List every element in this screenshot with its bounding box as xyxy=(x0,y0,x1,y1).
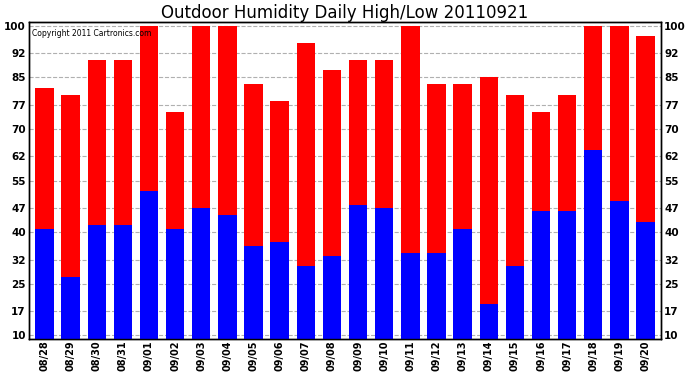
Bar xyxy=(375,208,393,370)
Bar xyxy=(349,205,367,370)
Bar xyxy=(558,94,576,370)
Bar xyxy=(166,112,184,370)
Bar xyxy=(375,60,393,370)
Bar xyxy=(61,277,79,370)
Bar xyxy=(453,229,472,370)
Bar xyxy=(218,215,237,370)
Bar xyxy=(114,60,132,370)
Bar xyxy=(35,88,54,370)
Bar xyxy=(61,94,79,370)
Bar xyxy=(166,229,184,370)
Bar xyxy=(192,26,210,370)
Bar xyxy=(558,211,576,370)
Bar xyxy=(270,101,289,370)
Bar xyxy=(323,256,341,370)
Bar xyxy=(35,229,54,370)
Bar xyxy=(401,253,420,370)
Bar xyxy=(401,26,420,370)
Bar xyxy=(584,26,602,370)
Bar xyxy=(244,84,263,370)
Bar xyxy=(480,77,498,370)
Bar xyxy=(297,43,315,370)
Bar xyxy=(323,70,341,370)
Bar xyxy=(636,222,655,370)
Bar xyxy=(297,267,315,370)
Bar xyxy=(427,84,446,370)
Title: Outdoor Humidity Daily High/Low 20110921: Outdoor Humidity Daily High/Low 20110921 xyxy=(161,4,529,22)
Bar xyxy=(611,201,629,370)
Bar xyxy=(244,246,263,370)
Bar xyxy=(427,253,446,370)
Bar xyxy=(140,191,158,370)
Bar xyxy=(506,94,524,370)
Bar xyxy=(480,304,498,370)
Bar xyxy=(349,60,367,370)
Bar xyxy=(611,26,629,370)
Bar xyxy=(192,208,210,370)
Bar xyxy=(636,36,655,370)
Bar xyxy=(88,60,106,370)
Bar xyxy=(140,26,158,370)
Bar xyxy=(506,267,524,370)
Text: Copyright 2011 Cartronics.com: Copyright 2011 Cartronics.com xyxy=(32,28,151,38)
Bar xyxy=(584,150,602,370)
Bar xyxy=(88,225,106,370)
Bar xyxy=(453,84,472,370)
Bar xyxy=(532,112,550,370)
Bar xyxy=(114,225,132,370)
Bar xyxy=(270,242,289,370)
Bar xyxy=(218,26,237,370)
Bar xyxy=(532,211,550,370)
